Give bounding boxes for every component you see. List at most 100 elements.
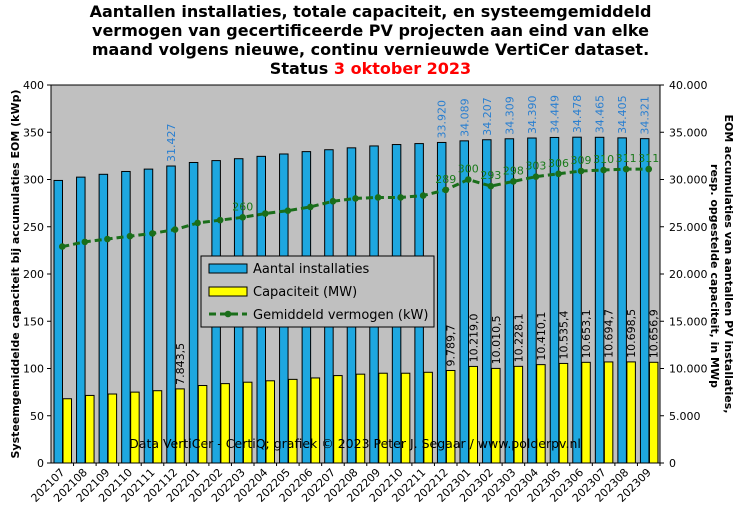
left-tick-label: 200 xyxy=(23,268,44,281)
point-gemiddeld-vermogen xyxy=(442,186,450,194)
legend-label-capaciteit: Capaciteit (MW) xyxy=(253,285,357,300)
point-gemiddeld-vermogen xyxy=(104,235,111,243)
bar-capaciteit xyxy=(626,361,636,464)
bar-capaciteit xyxy=(536,364,546,464)
bar-aantal-installaties xyxy=(639,138,650,464)
right-axis-label-line-1: EOM accumulaties van aantallen PV instal… xyxy=(722,115,735,414)
bar-aantal-installaties xyxy=(98,173,109,464)
bar-aantal-installaties xyxy=(482,139,492,464)
point-gemiddeld-vermogen xyxy=(510,178,517,185)
point-gemiddeld-vermogen xyxy=(487,182,495,190)
data-label-installaties: 34.449 xyxy=(548,95,561,134)
point-gemiddeld-vermogen xyxy=(419,192,427,199)
title-line-3: maand volgens nieuwe, continu vernieuwde… xyxy=(91,40,650,59)
bar-aantal-installaties xyxy=(76,176,86,464)
legend-swatch-installaties xyxy=(208,263,248,274)
bar-capaciteit xyxy=(310,377,321,464)
data-label-installaties: 31.427 xyxy=(165,124,178,163)
data-label-gemiddeld: 309 xyxy=(571,154,592,167)
point-gemiddeld-vermogen xyxy=(600,166,607,174)
point-gemiddeld-vermogen xyxy=(397,194,404,201)
point-gemiddeld-vermogen xyxy=(58,243,66,250)
bar-capaciteit xyxy=(400,372,411,464)
bar-capaciteit xyxy=(378,372,388,464)
legend-label-gemiddeld: Gemiddeld vermogen (kW) xyxy=(253,308,428,323)
left-tick-label: 150 xyxy=(23,315,44,328)
data-label-gemiddeld: 298 xyxy=(503,164,524,177)
data-label-gemiddeld: 260 xyxy=(232,200,253,213)
point-gemiddeld-vermogen xyxy=(555,170,562,178)
right-tick-label: 10.000 xyxy=(669,363,708,376)
bar-aantal-installaties xyxy=(53,179,63,464)
point-gemiddeld-vermogen xyxy=(261,210,269,217)
point-gemiddeld-vermogen xyxy=(374,194,382,201)
right-tick-label: 35.000 xyxy=(669,126,708,139)
data-label-installaties: 34.207 xyxy=(481,97,494,136)
bar-capaciteit xyxy=(423,371,433,464)
data-label-installaties: 34.405 xyxy=(616,95,629,134)
left-tick-label: 400 xyxy=(23,79,44,92)
left-tick-label: 50 xyxy=(30,410,44,423)
data-label-capaciteit: 7.843,5 xyxy=(174,343,187,385)
bar-capaciteit xyxy=(85,394,95,464)
bar-aantal-installaties xyxy=(549,136,560,464)
point-gemiddeld-vermogen xyxy=(577,167,585,175)
point-gemiddeld-vermogen xyxy=(284,207,292,214)
point-gemiddeld-vermogen xyxy=(149,230,156,237)
status-date: 3 oktober 2023 xyxy=(333,59,472,78)
bar-aantal-installaties xyxy=(617,137,627,464)
bar-aantal-installaties xyxy=(504,138,515,464)
bar-capaciteit xyxy=(333,375,343,464)
point-gemiddeld-vermogen xyxy=(171,226,179,233)
data-label-capaciteit: 10.653,1 xyxy=(580,309,593,358)
legend-marker-gemiddeld xyxy=(224,310,232,318)
point-gemiddeld-vermogen xyxy=(194,219,201,227)
bar-capaciteit xyxy=(603,361,614,464)
data-label-capaciteit: 10.410,1 xyxy=(535,312,548,361)
data-label-capaciteit: 9.789,7 xyxy=(445,324,458,366)
bar-aantal-installaties xyxy=(572,136,582,464)
data-label-installaties: 34.321 xyxy=(639,96,652,135)
bar-capaciteit xyxy=(581,361,591,464)
right-axis-label-line-2: resp. opgestelde capaciteit, in MWp xyxy=(708,164,721,388)
data-label-capaciteit: 10.535,4 xyxy=(557,310,570,359)
point-gemiddeld-vermogen xyxy=(216,216,224,224)
bar-capaciteit xyxy=(468,365,478,464)
bar-capaciteit xyxy=(648,361,659,464)
data-label-capaciteit: 10.219,0 xyxy=(467,313,480,362)
left-tick-label: 250 xyxy=(23,221,44,234)
bar-aantal-installaties xyxy=(436,141,447,464)
left-tick-label: 100 xyxy=(23,363,44,376)
right-tick-label: 0 xyxy=(669,457,676,470)
data-label-capaciteit: 10.698,5 xyxy=(625,309,638,358)
left-tick-label: 350 xyxy=(23,126,44,139)
bar-capaciteit xyxy=(491,367,501,464)
bar-aantal-installaties xyxy=(594,136,605,464)
data-label-capaciteit: 10.656,9 xyxy=(648,309,661,358)
data-label-installaties: 34.309 xyxy=(503,96,516,135)
left-tick-label: 300 xyxy=(23,174,44,187)
data-label-gemiddeld: 289 xyxy=(435,173,456,186)
point-gemiddeld-vermogen xyxy=(307,203,314,211)
data-label-gemiddeld: 311 xyxy=(638,152,659,165)
data-label-installaties: 34.465 xyxy=(594,95,607,134)
legend-swatch-capaciteit xyxy=(208,286,248,297)
data-label-gemiddeld: 300 xyxy=(458,163,479,176)
point-gemiddeld-vermogen xyxy=(645,165,653,173)
bar-capaciteit xyxy=(220,383,230,464)
point-gemiddeld-vermogen xyxy=(352,195,359,202)
bar-aantal-installaties xyxy=(527,137,537,464)
right-tick-label: 40.000 xyxy=(669,79,708,92)
data-label-gemiddeld: 310 xyxy=(593,153,614,166)
point-gemiddeld-vermogen xyxy=(329,197,337,205)
data-label-gemiddeld: 311 xyxy=(616,152,637,165)
data-label-installaties: 33.920 xyxy=(436,100,449,139)
right-tick-label: 20.000 xyxy=(669,268,708,281)
data-label-gemiddeld: 303 xyxy=(525,160,546,173)
right-tick-label: 30.000 xyxy=(669,174,708,187)
chart-title: Aantallen installaties, totale capacitei… xyxy=(0,2,741,78)
data-label-installaties: 34.089 xyxy=(458,98,471,137)
title-line-1: Aantallen installaties, totale capacitei… xyxy=(89,2,652,21)
data-label-capaciteit: 10.228,1 xyxy=(512,313,525,362)
